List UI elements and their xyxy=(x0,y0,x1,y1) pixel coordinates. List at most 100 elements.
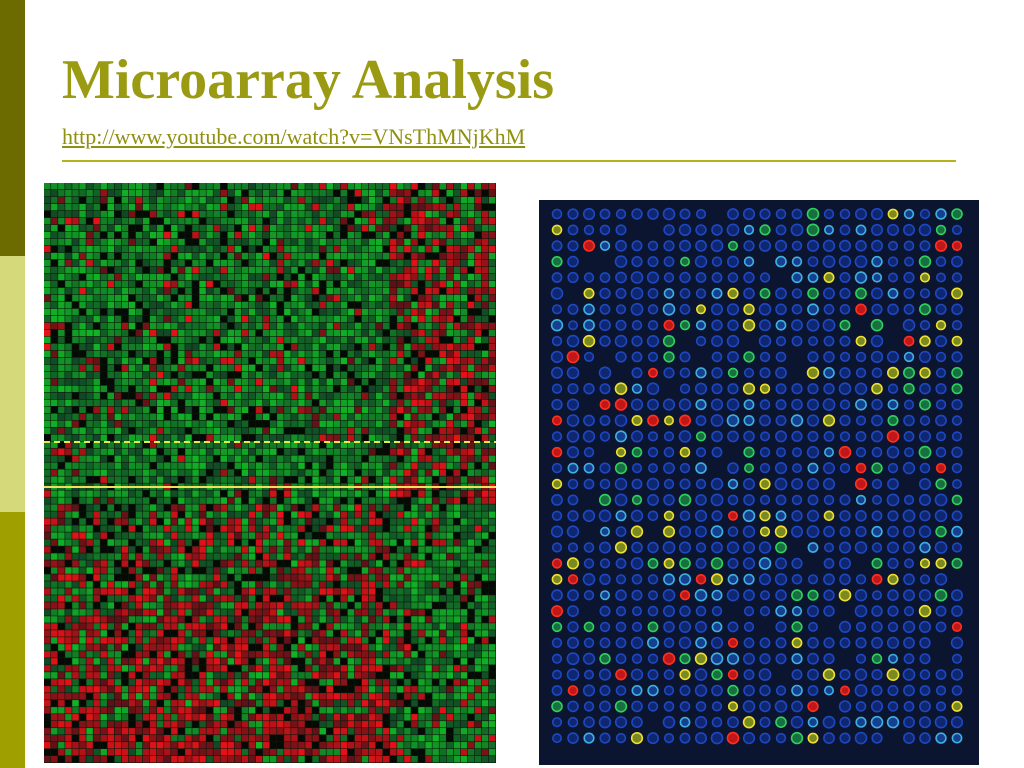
heatmap-cell xyxy=(326,280,333,288)
heatmap-cell xyxy=(432,427,439,434)
heatmap-cell xyxy=(397,525,404,532)
heatmap-cell xyxy=(206,560,213,567)
heatmap-cell xyxy=(157,266,164,274)
heatmap-cell xyxy=(135,427,143,434)
heatmap-cell xyxy=(241,693,249,700)
heatmap-cell xyxy=(460,511,468,518)
heatmap-cell xyxy=(65,441,72,448)
heatmap-cell xyxy=(481,595,489,602)
heatmap-cell xyxy=(65,602,72,609)
heatmap-cell xyxy=(206,518,213,525)
heatmap-cell xyxy=(368,406,376,413)
heatmap-cell xyxy=(114,399,122,407)
heatmap-cell xyxy=(404,497,411,504)
heatmap-cell xyxy=(298,623,305,630)
heatmap-cell xyxy=(220,455,228,462)
heatmap-cell xyxy=(439,469,446,476)
heatmap-cell xyxy=(114,623,122,630)
heatmap-cell xyxy=(157,294,164,302)
heatmap-cell xyxy=(255,301,263,309)
heatmap-cell xyxy=(135,637,143,644)
heatmap-cell xyxy=(107,196,115,204)
heatmap-cell xyxy=(220,210,228,218)
heatmap-cell xyxy=(44,448,51,455)
heatmap-cell xyxy=(375,644,383,651)
heatmap-cell xyxy=(291,210,298,218)
heatmap-cell xyxy=(128,490,136,497)
heatmap-cell xyxy=(107,301,115,309)
heatmap-cell xyxy=(227,700,235,707)
heatmap-cell xyxy=(178,441,185,448)
heatmap-cell xyxy=(446,455,454,462)
heatmap-cell xyxy=(93,420,100,427)
heatmap-cell xyxy=(390,224,397,232)
heatmap-cell xyxy=(411,364,418,372)
heatmap-cell xyxy=(44,567,51,574)
heatmap-cell xyxy=(397,707,404,714)
heatmap-cell xyxy=(100,266,107,274)
heatmap-cell xyxy=(312,210,319,218)
heatmap-cell xyxy=(164,427,171,434)
heatmap-cell xyxy=(474,196,482,204)
heatmap-cell xyxy=(481,273,489,281)
heatmap-cell xyxy=(467,322,475,330)
heatmap-cell xyxy=(185,273,192,281)
heatmap-cell xyxy=(383,553,390,560)
heatmap-cell xyxy=(474,231,482,239)
heatmap-cell xyxy=(44,266,51,274)
heatmap-cell xyxy=(192,294,199,302)
heatmap-cell xyxy=(248,532,256,539)
heatmap-cell xyxy=(305,504,312,511)
heatmap-cell xyxy=(319,350,326,358)
heatmap-cell xyxy=(93,392,100,400)
heatmap-cell xyxy=(114,385,122,393)
heatmap-cell xyxy=(474,560,482,567)
heatmap-cell xyxy=(192,259,199,267)
heatmap-cell xyxy=(135,434,143,441)
heatmap-cell xyxy=(248,350,256,358)
heatmap-cell xyxy=(361,595,369,602)
heatmap-cell xyxy=(206,364,213,372)
heatmap-cell xyxy=(262,196,270,204)
heatmap-cell xyxy=(390,525,397,532)
heatmap-cell xyxy=(114,434,122,441)
heatmap-cell xyxy=(206,224,213,232)
heatmap-cell xyxy=(135,245,143,253)
heatmap-cell xyxy=(86,686,93,693)
heatmap-cell xyxy=(326,406,333,413)
heatmap-cell xyxy=(319,679,326,686)
video-link[interactable]: http://www.youtube.com/watch?v=VNsThMNjK… xyxy=(62,124,526,149)
heatmap-cell xyxy=(446,602,454,609)
heatmap-cell xyxy=(326,623,333,630)
heatmap-cell xyxy=(467,560,475,567)
heatmap-cell xyxy=(164,560,171,567)
heatmap-cell xyxy=(248,210,256,218)
heatmap-cell xyxy=(467,196,475,204)
heatmap-cell xyxy=(192,399,199,407)
heatmap-cell xyxy=(439,546,446,553)
heatmap-cell xyxy=(375,308,383,316)
heatmap-cell xyxy=(312,658,319,665)
heatmap-cell xyxy=(135,525,143,532)
heatmap-cell xyxy=(277,183,284,190)
heatmap-cell xyxy=(192,504,199,511)
heatmap-cell xyxy=(79,693,86,700)
heatmap-cell xyxy=(284,553,291,560)
heatmap-cell xyxy=(305,518,312,525)
heatmap-cell xyxy=(439,616,446,623)
heatmap-cell xyxy=(333,378,341,386)
heatmap-cell xyxy=(213,651,220,658)
heatmap-cell xyxy=(241,553,249,560)
heatmap-cell xyxy=(368,511,376,518)
heatmap-cell xyxy=(93,385,100,393)
heatmap-cell xyxy=(79,357,86,365)
slide-title: Microarray Analysis xyxy=(62,49,555,111)
heatmap-cell xyxy=(51,588,58,595)
heatmap-cell xyxy=(171,217,178,225)
heatmap-cell xyxy=(93,343,100,351)
heatmap-cell xyxy=(262,553,270,560)
heatmap-cell xyxy=(488,322,496,330)
heatmap-cell xyxy=(333,183,341,190)
heatmap-cell xyxy=(460,364,468,372)
heatmap-cell xyxy=(291,476,298,483)
